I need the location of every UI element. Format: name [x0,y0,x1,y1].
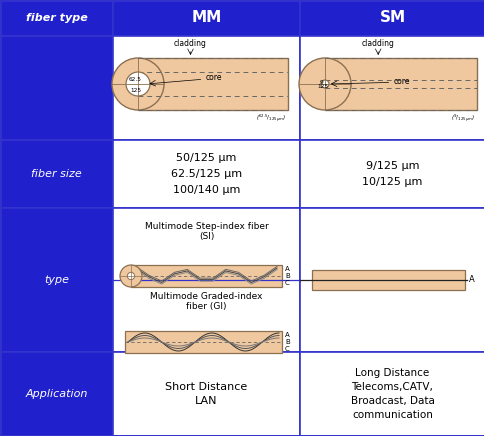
Bar [300,208,484,352]
Bar [113,352,300,436]
Bar [300,36,484,140]
Bar [311,270,464,290]
Circle shape [112,58,164,110]
Text: 9/125 μm
10/125 μm: 9/125 μm 10/125 μm [362,161,422,187]
Text: Multimode Graded-index
fiber (GI): Multimode Graded-index fiber (GI) [150,292,262,311]
Text: ($^{62.5}/_{125\mu m}$): ($^{62.5}/_{125\mu m}$) [256,113,286,125]
Bar [138,58,287,110]
Text: Short Distance
LAN: Short Distance LAN [165,382,247,406]
Text: 125: 125 [130,88,141,92]
Text: fiber type: fiber type [26,13,87,23]
Bar [113,208,300,352]
Text: B: B [285,273,289,279]
Bar [125,331,281,353]
Text: SM: SM [378,10,405,25]
Bar [0,140,113,208]
Bar [300,140,484,208]
Text: type: type [44,275,69,285]
Text: Application: Application [25,389,88,399]
Bar [300,352,484,436]
Text: A: A [468,276,474,285]
Bar [113,0,300,36]
Circle shape [120,265,142,287]
Text: Multimode Step-index fiber
(SI): Multimode Step-index fiber (SI) [144,222,268,242]
Circle shape [320,80,328,88]
Text: Long Distance
Telecoms,CATV,
Broadcast, Data
communication: Long Distance Telecoms,CATV, Broadcast, … [350,368,434,420]
Bar [0,0,113,36]
Bar [324,58,476,110]
Text: C: C [285,280,289,286]
Text: 125: 125 [317,84,328,89]
Text: 50/125 μm
62.5/125 μm
100/140 μm: 50/125 μm 62.5/125 μm 100/140 μm [170,153,242,194]
Bar [113,36,300,140]
Text: cladding: cladding [174,39,207,48]
Text: A: A [285,266,289,272]
Text: A: A [285,332,289,338]
Text: 9: 9 [319,80,323,85]
Bar [0,208,113,352]
Text: B: B [285,339,289,345]
Bar [0,36,113,140]
Text: MM: MM [191,10,221,25]
Circle shape [298,58,350,110]
Text: 62.5: 62.5 [128,77,141,82]
Text: C: C [285,346,289,352]
Text: core: core [393,78,409,86]
Bar [113,140,300,208]
Circle shape [126,72,150,96]
Bar [0,352,113,436]
Text: core: core [205,74,222,82]
Circle shape [127,272,135,279]
Bar [131,265,281,287]
Text: cladding: cladding [361,39,394,48]
Text: fiber size: fiber size [31,169,82,179]
Bar [300,0,484,36]
Text: ($^{9}/_{125\mu m}$): ($^{9}/_{125\mu m}$) [450,113,474,125]
